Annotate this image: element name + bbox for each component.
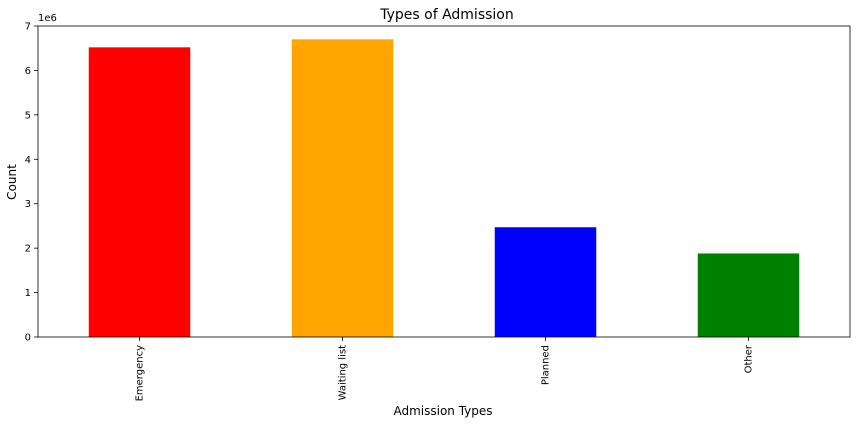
offset-label: 1e6 xyxy=(38,13,57,24)
x-tick-label: Waiting list xyxy=(338,345,349,400)
x-axis-ticks: Emergency Waiting list Planned Other xyxy=(135,337,755,401)
y-tick-label: 3 xyxy=(25,199,31,210)
y-tick-label: 0 xyxy=(25,333,31,344)
bar-other xyxy=(697,253,800,337)
x-axis-label: Admission Types xyxy=(393,404,492,418)
bars-group xyxy=(88,39,800,337)
x-tick-label: Other xyxy=(744,344,755,373)
bar-waiting-list xyxy=(291,39,394,337)
plot-frame xyxy=(37,25,851,338)
y-tick-label: 1 xyxy=(25,288,31,299)
y-axis-ticks: 0 1 2 3 4 5 6 7 xyxy=(25,22,38,344)
x-tick-label: Emergency xyxy=(135,345,146,401)
bar-planned xyxy=(494,227,597,337)
y-axis-label: Count xyxy=(5,164,19,200)
y-tick-label: 2 xyxy=(25,244,31,255)
chart-title: Types of Admission xyxy=(379,7,514,23)
x-tick-label: Planned xyxy=(541,345,552,385)
y-tick-label: 5 xyxy=(25,110,31,121)
y-tick-label: 6 xyxy=(25,66,31,77)
y-tick-label: 7 xyxy=(25,22,31,33)
bar-emergency xyxy=(88,47,191,337)
y-tick-label: 4 xyxy=(25,155,31,166)
